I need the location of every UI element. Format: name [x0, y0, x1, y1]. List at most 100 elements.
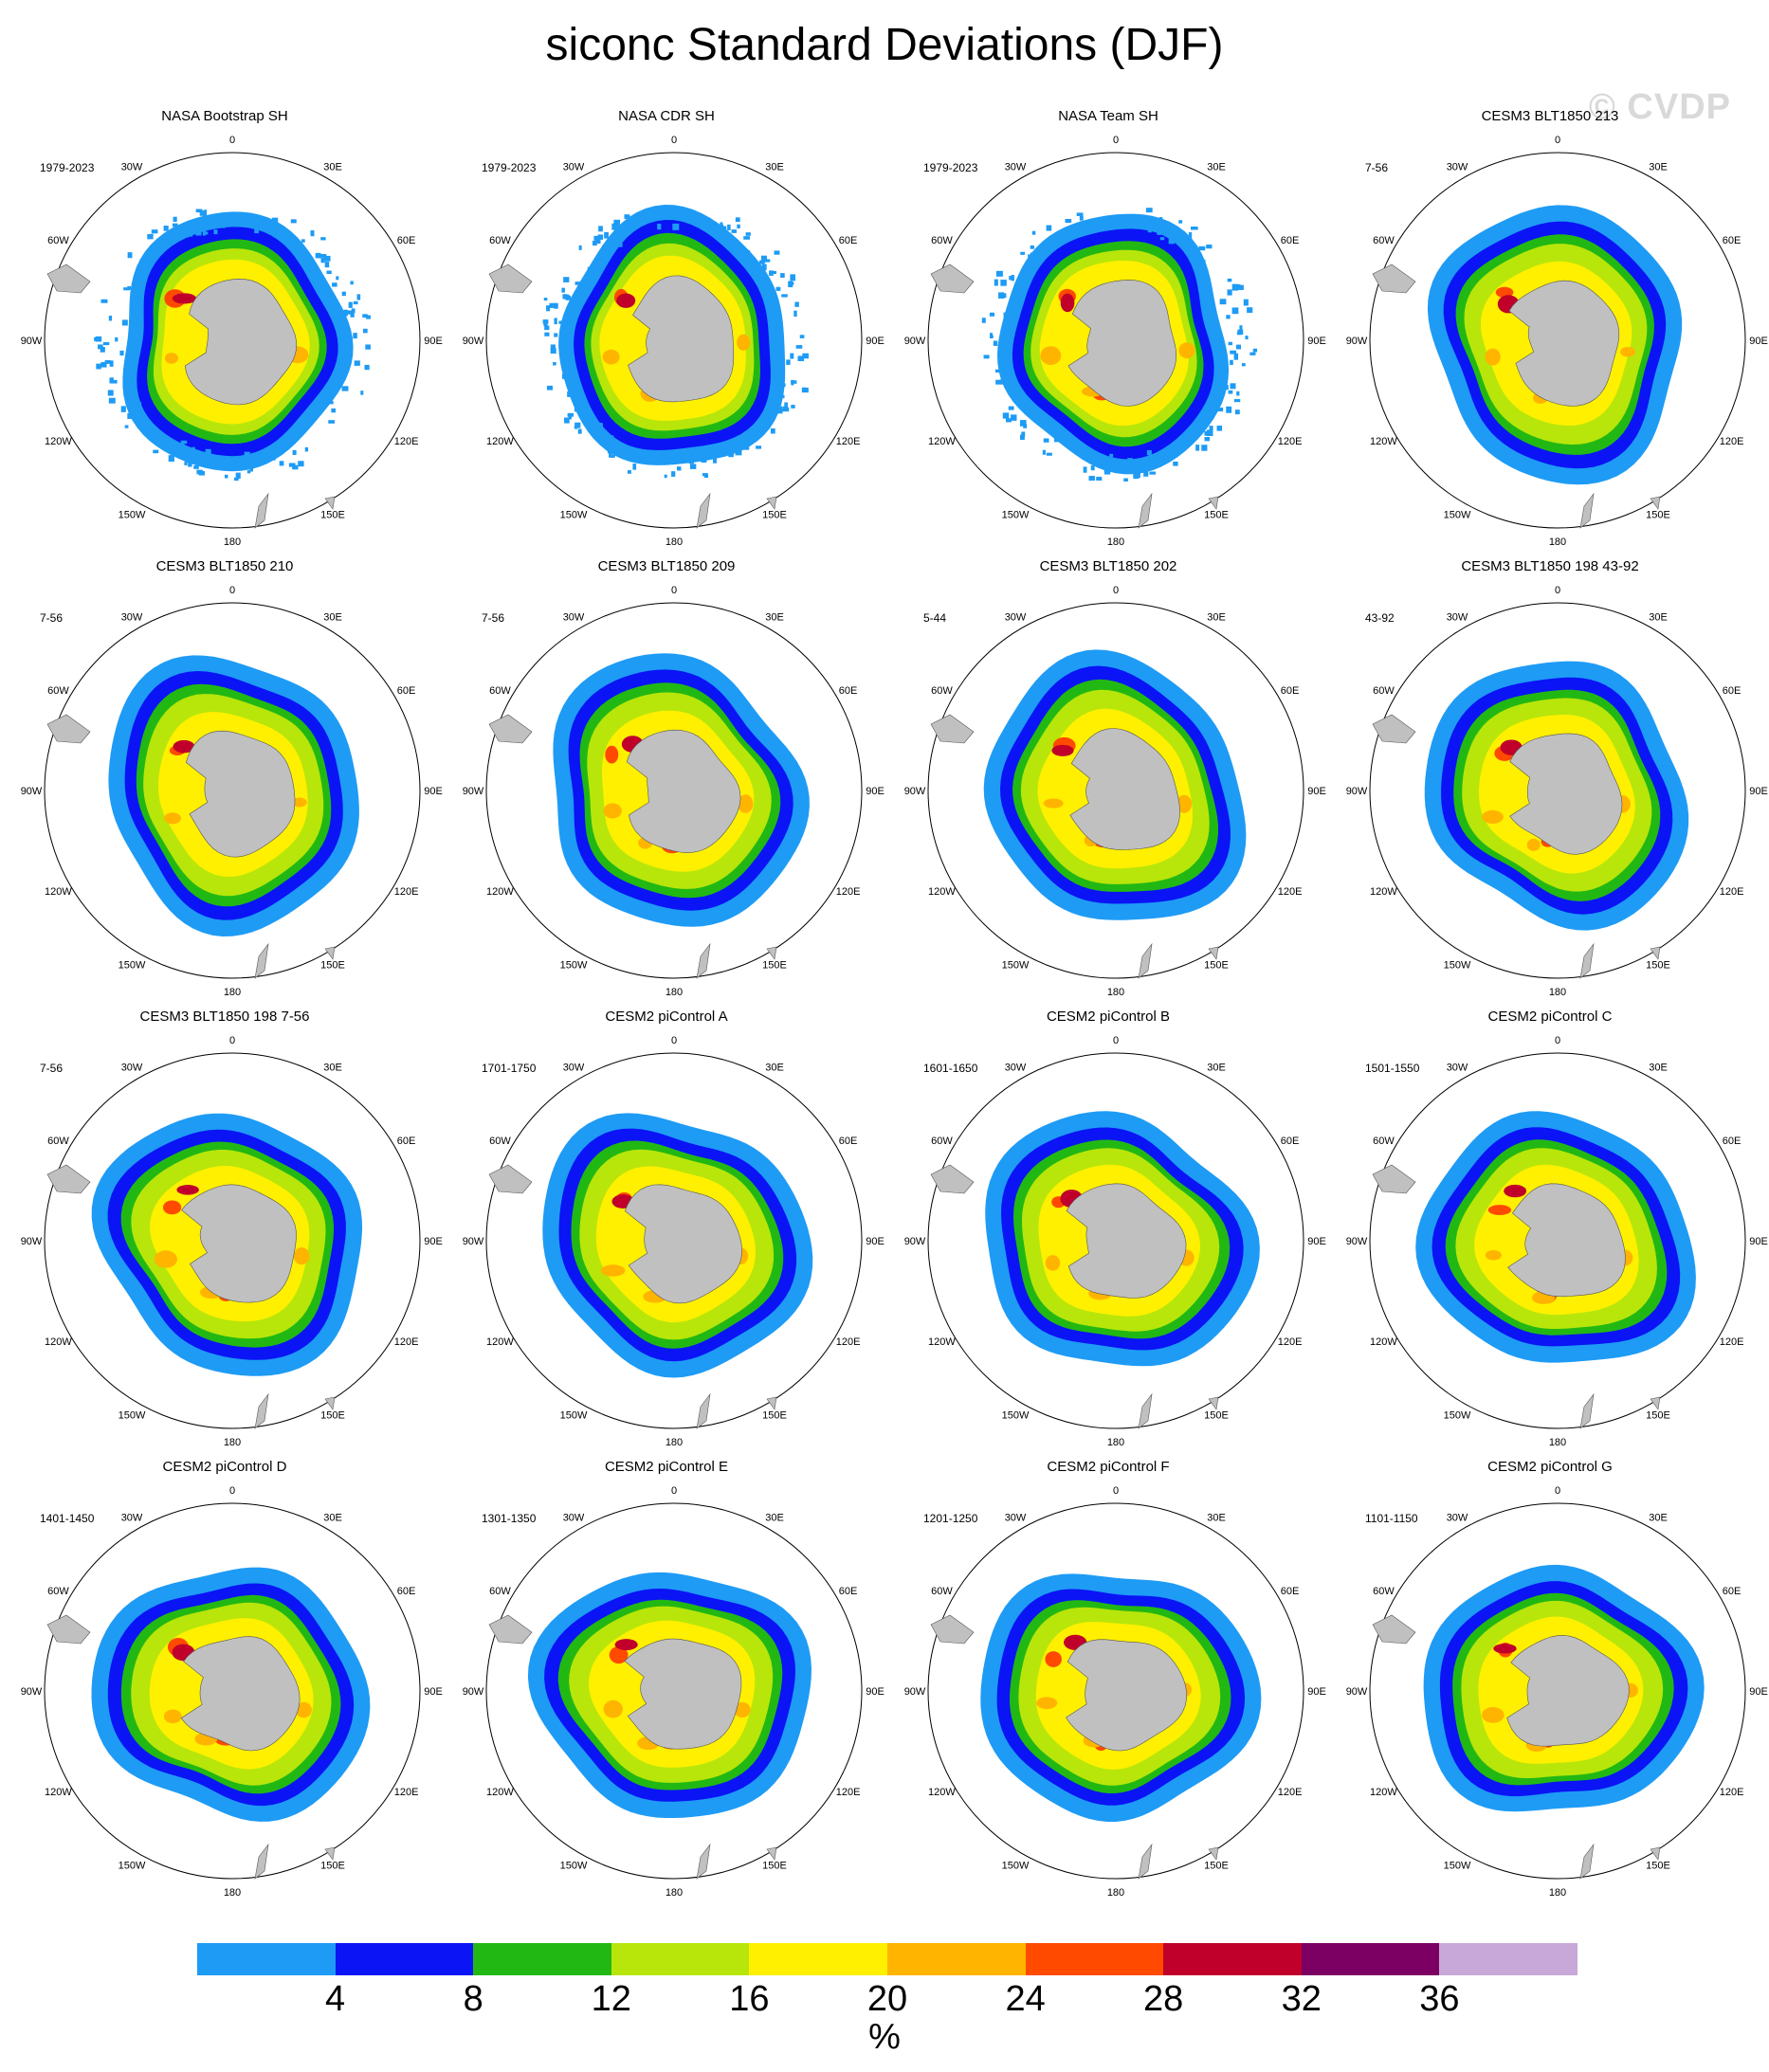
new-zealand-landmass — [696, 492, 711, 529]
ice-speckle — [205, 448, 211, 455]
longitude-label: 60E — [839, 685, 858, 697]
ice-speckle — [1168, 238, 1176, 245]
ice-speckle — [230, 219, 237, 224]
ice-speckle — [113, 379, 118, 384]
longitude-label: 30W — [1447, 611, 1468, 623]
ice-speckle — [1191, 226, 1197, 230]
ice-speckle — [735, 448, 742, 456]
longitude-label: 90E — [866, 1686, 884, 1698]
panel-title: NASA Bootstrap SH — [161, 108, 288, 124]
tasmania-landmass — [1208, 496, 1219, 510]
ice-speckle — [742, 445, 750, 450]
ice-speckle — [597, 234, 604, 240]
longitude-label: 90E — [1749, 1686, 1768, 1698]
ice-speckle — [686, 456, 693, 463]
ice-speckle — [1206, 429, 1213, 437]
longitude-label: 30E — [1207, 1062, 1226, 1073]
polar-map: 0 30E 60E 90E 120E 150E 180 150W 120W 90W 60W 30W — [904, 135, 1326, 548]
ice-speckle — [775, 286, 781, 291]
ice-speckle — [663, 453, 669, 457]
polar-map: 0 30E 60E 90E 120E 150E 180 150W 120W 90W 60W 30W — [904, 1035, 1326, 1448]
ice-speckle — [802, 353, 809, 359]
ice-speckle — [1209, 426, 1213, 431]
ice-speckle — [1157, 231, 1164, 235]
ice-speckle — [1200, 260, 1206, 265]
ice-speckle — [1194, 227, 1198, 230]
ice-speckle — [1233, 399, 1241, 403]
ice-speckle — [148, 259, 153, 263]
new-zealand-landmass — [696, 942, 711, 979]
ice-speckle — [666, 211, 672, 217]
longitude-label: 120W — [1370, 436, 1397, 447]
ice-speckle — [1201, 445, 1208, 451]
longitude-label: 90E — [1749, 786, 1768, 797]
variability-hotspot — [1620, 347, 1636, 357]
new-zealand-landmass — [696, 1843, 711, 1880]
ice-speckle — [193, 465, 199, 469]
map-panel: 0 30E 60E 90E 120E 150E 180 150W 120W 90W 60W 30W CE… — [446, 1455, 887, 1905]
ice-speckle — [553, 361, 556, 366]
ice-speckle — [1168, 450, 1173, 457]
longitude-label: 60W — [1373, 1586, 1395, 1597]
ice-speckle — [354, 360, 360, 366]
ice-speckle — [292, 449, 297, 455]
variability-hotspot — [603, 1699, 623, 1718]
ice-speckle — [1204, 436, 1211, 442]
polar-map: 0 30E 60E 90E 120E 150E 180 150W 120W 90W 60W 30W — [1346, 585, 1768, 998]
ice-speckle — [998, 292, 1005, 299]
longitude-label: 120E — [836, 1787, 861, 1798]
ice-speckle — [353, 300, 358, 305]
map-panel: 0 30E 60E 90E 120E 150E 180 150W 120W 90W 60W 30W NA… — [4, 104, 446, 554]
panel-period: 1601-1650 — [923, 1062, 978, 1075]
tasmania-landmass — [1650, 946, 1661, 960]
variability-hotspot — [734, 1701, 751, 1718]
ice-speckle — [274, 225, 281, 228]
ice-speckle — [246, 470, 251, 474]
ice-speckle — [1184, 235, 1188, 241]
panel-grid: 0 30E 60E 90E 120E 150E 180 150W 120W 90W 60W 30W NA… — [0, 104, 1769, 1905]
ice-speckle — [577, 428, 582, 434]
ice-speckle — [1021, 268, 1027, 272]
ice-speckle — [104, 360, 111, 364]
ice-speckle — [1146, 449, 1152, 456]
polar-map: 0 30E 60E 90E 120E 150E 180 150W 120W 90W 60W 30W — [21, 1485, 443, 1899]
antarctica-landmass — [1067, 280, 1177, 407]
colorbar-swatch — [886, 1943, 1026, 1975]
ice-speckle — [176, 231, 184, 235]
ice-speckle — [1090, 464, 1095, 471]
longitude-label: 90E — [1749, 336, 1768, 347]
ice-speckle — [990, 333, 994, 338]
ice-speckle — [632, 463, 637, 470]
ice-speckle — [1174, 445, 1179, 452]
longitude-label: 30E — [765, 611, 784, 623]
longitude-label: 30W — [121, 161, 143, 173]
ice-speckle — [1076, 212, 1084, 216]
ice-speckle — [1239, 325, 1243, 331]
ice-speckle — [341, 291, 346, 297]
ice-speckle — [350, 281, 354, 285]
ice-speckle — [176, 449, 181, 454]
colorbar-units: % — [868, 2017, 901, 2057]
ice-speckle — [1206, 245, 1213, 249]
ice-speckle — [202, 216, 209, 221]
ice-speckle — [290, 245, 294, 252]
ice-speckle — [268, 225, 275, 230]
longitude-label: 60E — [1723, 685, 1742, 697]
panel-period: 5-44 — [923, 611, 947, 625]
ice-speckle — [1175, 445, 1181, 449]
ice-speckle — [542, 319, 549, 324]
ice-speckle — [331, 408, 337, 413]
longitude-label: 90W — [21, 1686, 43, 1698]
ice-speckle — [786, 359, 791, 365]
panel-period: 7-56 — [40, 1062, 64, 1075]
longitude-label: 150E — [320, 510, 345, 521]
ice-speckle — [158, 246, 163, 253]
ice-speckle — [1000, 280, 1007, 286]
ice-speckle — [593, 240, 597, 246]
ice-speckle — [582, 406, 586, 413]
ice-speckle — [699, 457, 705, 462]
longitude-label: 120W — [1370, 886, 1397, 898]
ice-speckle — [622, 448, 627, 455]
longitude-label: 180 — [1107, 1437, 1124, 1448]
ice-speckle — [560, 337, 566, 344]
